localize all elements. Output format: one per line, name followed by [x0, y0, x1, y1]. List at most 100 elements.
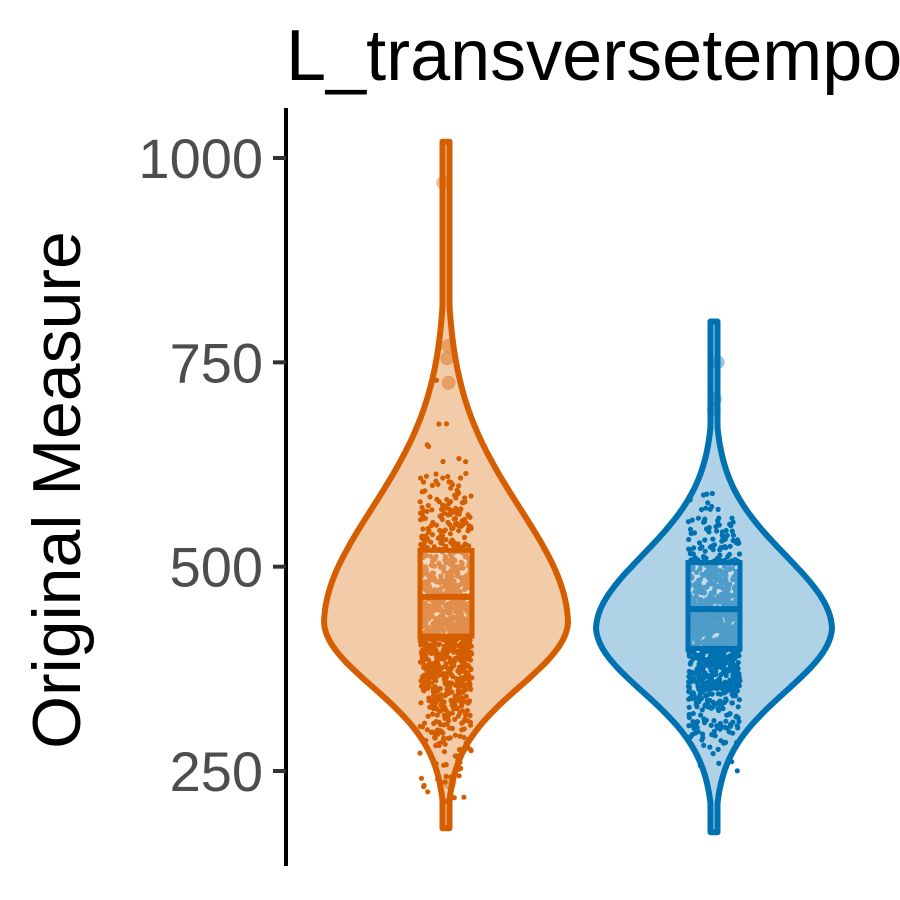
data-point [707, 578, 714, 584]
data-point [439, 707, 445, 713]
data-point [424, 643, 430, 649]
data-point [714, 723, 720, 729]
data-point [711, 660, 717, 666]
data-point [456, 523, 462, 529]
data-point [419, 724, 425, 730]
outlier-point [436, 175, 451, 190]
data-point [437, 686, 443, 692]
data-point [443, 543, 449, 549]
data-point [690, 710, 696, 717]
data-point [706, 663, 712, 669]
data-point [463, 520, 469, 526]
data-point [711, 728, 718, 735]
data-point [731, 586, 738, 592]
data-point [734, 740, 740, 746]
data-point [425, 789, 431, 795]
data-point [440, 458, 446, 465]
data-point [698, 507, 705, 513]
data-point [700, 627, 706, 633]
outlier-point [442, 775, 457, 790]
data-point [468, 748, 474, 754]
data-point [461, 734, 467, 741]
data-point [456, 456, 462, 462]
data-point [434, 727, 440, 733]
data-point [446, 718, 452, 724]
data-point [468, 649, 474, 656]
data-point [707, 744, 713, 750]
data-point [715, 691, 721, 697]
data-point [456, 574, 462, 580]
data-point [692, 633, 698, 639]
data-point [730, 532, 737, 539]
data-point [729, 657, 735, 663]
data-point [433, 689, 439, 695]
data-point [458, 559, 464, 565]
data-point [700, 689, 706, 695]
data-point [695, 515, 702, 521]
data-point [727, 543, 733, 549]
data-point [694, 719, 701, 725]
data-point [698, 585, 704, 591]
data-point [426, 648, 432, 654]
data-point [734, 688, 741, 694]
y-tick-label: 500 [170, 536, 263, 599]
data-point [729, 691, 735, 697]
data-point [429, 532, 436, 538]
data-point [449, 689, 455, 695]
data-point [439, 621, 445, 627]
data-point [724, 725, 730, 731]
data-point [434, 712, 440, 718]
data-point [448, 589, 454, 595]
data-point [443, 537, 449, 543]
data-point [705, 528, 712, 534]
data-point [465, 670, 471, 676]
data-point [695, 678, 701, 685]
data-point [440, 739, 446, 745]
outlier-point [441, 375, 456, 390]
data-point [462, 553, 468, 560]
data-point [704, 704, 711, 710]
outlier-point [440, 351, 455, 366]
data-point [715, 521, 721, 528]
data-point [454, 753, 460, 759]
data-point [457, 759, 463, 766]
data-point [705, 628, 712, 634]
data-point [421, 567, 427, 573]
data-point [468, 666, 474, 673]
data-point [688, 733, 694, 739]
outlier-point [706, 402, 721, 417]
data-point [437, 528, 444, 534]
data-point [690, 565, 696, 571]
data-point [446, 615, 452, 622]
data-point [713, 576, 719, 582]
data-point [423, 737, 429, 744]
data-point [447, 680, 453, 686]
data-point [433, 522, 440, 528]
data-point [430, 701, 436, 708]
data-point [426, 657, 432, 663]
data-point [463, 740, 469, 746]
data-point [710, 536, 716, 542]
data-point [439, 703, 445, 709]
data-point [465, 512, 471, 518]
data-point [707, 653, 713, 660]
data-point [418, 642, 424, 648]
data-point [441, 615, 447, 621]
data-point [431, 589, 437, 596]
data-point [452, 541, 458, 547]
data-point [430, 519, 436, 526]
data-point [462, 580, 468, 586]
outlier-point [707, 392, 722, 407]
data-point [448, 774, 454, 780]
data-point [455, 650, 461, 656]
data-point [455, 570, 461, 576]
data-point [723, 545, 729, 551]
data-point [419, 533, 425, 539]
data-point [463, 693, 469, 700]
data-point [429, 680, 435, 686]
data-point [419, 655, 425, 661]
data-point [455, 690, 461, 697]
data-point [692, 730, 699, 736]
data-point [713, 583, 719, 590]
